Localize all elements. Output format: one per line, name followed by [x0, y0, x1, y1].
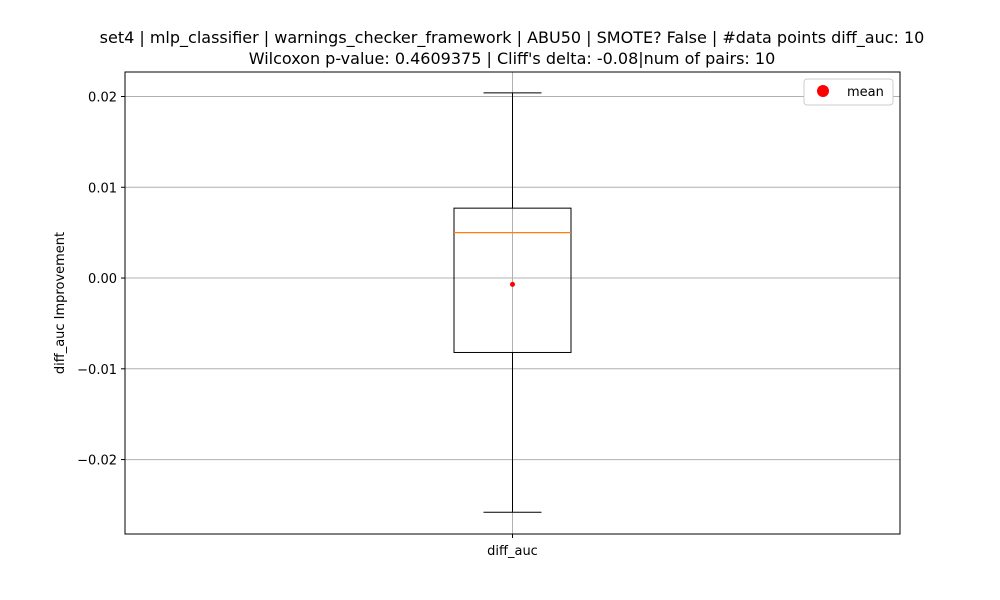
y-tick-label: −0.01	[77, 363, 117, 378]
legend-mean-marker	[817, 85, 829, 97]
y-tick-label: −0.02	[77, 454, 117, 469]
legend-mean-label: mean	[847, 85, 884, 100]
y-tick-label: 0.02	[88, 91, 117, 106]
y-axis-ticks: −0.02 −0.01 0.00 0.01 0.02	[77, 91, 125, 469]
x-axis-ticks: diff_auc	[487, 534, 538, 559]
box-marks	[453, 92, 572, 513]
chart-title-line-1: set4 | mlp_classifier | warnings_checker…	[100, 28, 925, 48]
x-tick-label: diff_auc	[487, 544, 538, 559]
mean-marker	[510, 281, 515, 287]
y-tick-label: 0.00	[88, 272, 117, 287]
interquartile-box	[453, 207, 572, 353]
y-tick-label: 0.01	[88, 181, 117, 196]
y-axis-label: diff_auc Improvement	[53, 232, 68, 374]
legend: mean	[803, 78, 894, 106]
chart-title-line-2: Wilcoxon p-value: 0.4609375 | Cliff's de…	[249, 49, 776, 68]
legend-frame	[803, 78, 894, 106]
